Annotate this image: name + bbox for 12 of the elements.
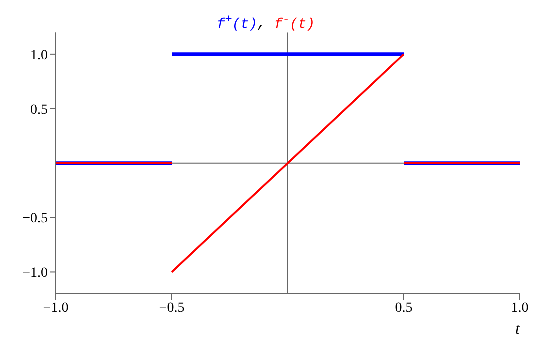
x-tick-label: −0.5 xyxy=(159,300,185,316)
series-label: f$^{+}$(t) xyxy=(216,12,258,33)
x-tick-label: 0.5 xyxy=(395,300,413,316)
text: , xyxy=(258,16,267,33)
text: f$^{-}$(t) xyxy=(274,12,316,33)
y-tick-label: −0.5 xyxy=(22,212,48,227)
x-tick-label: 1.0 xyxy=(511,300,529,316)
x-tick-label: −1.0 xyxy=(43,300,69,316)
y-tick-label: 1.0 xyxy=(30,48,48,64)
y-tick-label: −1.0 xyxy=(22,266,48,282)
y-tick-label: 0.5 xyxy=(30,102,48,118)
x-axis-title: t xyxy=(516,321,521,338)
